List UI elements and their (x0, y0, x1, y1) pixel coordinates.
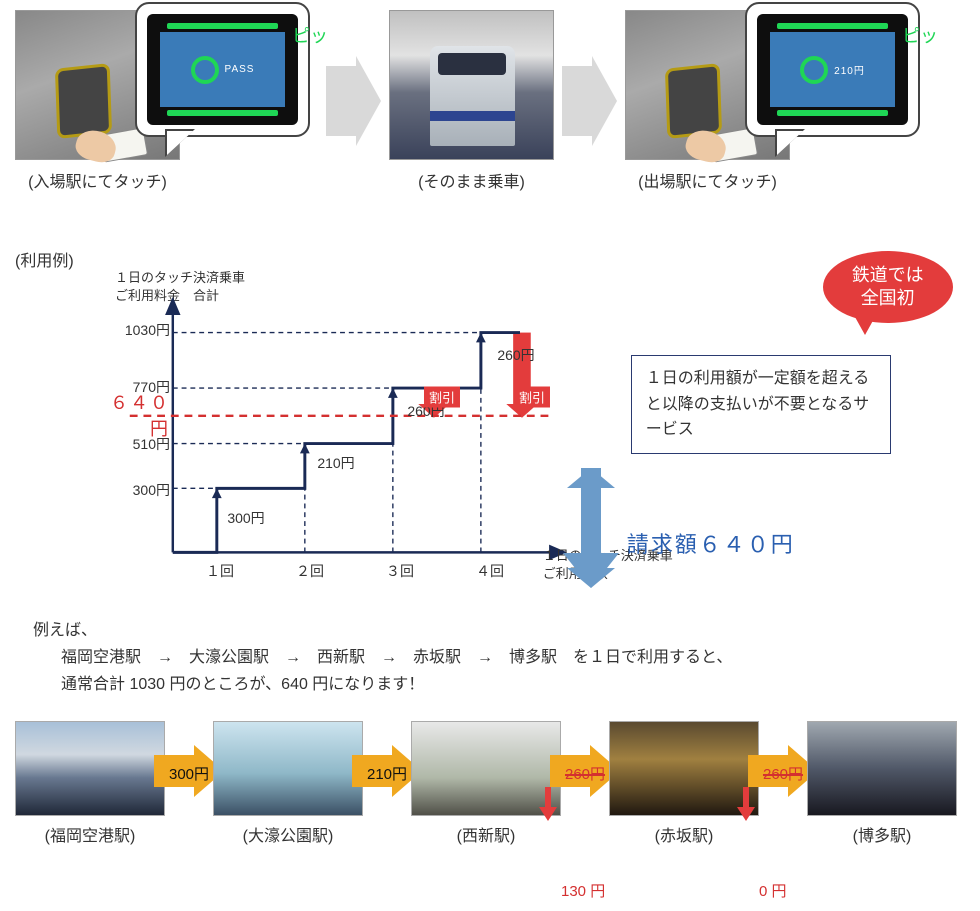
enter-sound-label: ピッ (292, 22, 328, 48)
station-item: (福岡空港駅) (15, 721, 165, 846)
exit-reader-bubble: 210円 ピッ (745, 2, 920, 137)
station-fare-label: 210円 (367, 763, 407, 784)
train-photo (389, 10, 554, 160)
chart-step-value: 300円 (227, 508, 264, 528)
chart-y-tick: 300円 (100, 480, 170, 500)
station-caption: (博多駅) (807, 822, 957, 846)
station-row: (福岡空港駅) 300円 (大濠公園駅) 210円 (西新駅) 260円 130… (15, 721, 965, 901)
station-photo (213, 721, 363, 816)
station-item: (大濠公園駅) (213, 721, 363, 846)
arrow-icon (326, 56, 381, 146)
down-arrow-icon (737, 787, 807, 839)
chart-step-value: 260円 (497, 345, 534, 365)
chart-x-tick: ３回 (386, 561, 414, 581)
example-description: 例えば、 福岡空港駅 → 大濠公園駅 → 西新駅 → 赤坂駅 → 博多駅 を１日… (33, 617, 965, 699)
enter-screen-text: PASS (225, 64, 255, 75)
station-discounted-fare: 0 円 (759, 880, 807, 901)
chart-y-tick: 1030円 (100, 320, 170, 340)
chart-x-tick: ２回 (296, 561, 324, 581)
station-fare-label: 300円 (169, 763, 209, 784)
arrow-icon (562, 56, 617, 146)
station-caption: (福岡空港駅) (15, 822, 165, 846)
station-fare-arrow: 210円 (363, 721, 411, 800)
exit-sound-label: ピッ (902, 22, 938, 48)
step-ride-caption: (そのまま乗車) (389, 168, 554, 192)
step-exit-caption: (出場駅にてタッチ) (625, 168, 790, 192)
station-photo (15, 721, 165, 816)
down-arrow-icon (539, 787, 609, 839)
discount-tag: 割引 (514, 387, 550, 408)
first-in-japan-badge: 鉄道では全国初 (823, 251, 953, 323)
step-enter-caption: (入場駅にてタッチ) (15, 168, 180, 192)
station-fare-arrow: 300円 (165, 721, 213, 800)
service-description-box: １日の利用額が一定額を超えると以降の支払いが不要となるサービス (631, 355, 891, 454)
step-exit: (出場駅にてタッチ) 210円 ピッ (625, 10, 790, 192)
billing-amount-label: 請求額６４０円 (627, 527, 795, 559)
station-fare-label: 260円 (565, 763, 605, 784)
chart-cap-label: ６４０円 (100, 389, 170, 441)
chart-side-panel: 鉄道では全国初 １日の利用額が一定額を超えると以降の支払いが不要となるサービス (623, 275, 965, 588)
chart-x-tick: １回 (206, 561, 234, 581)
step-ride: (そのまま乗車) (389, 10, 554, 192)
station-fare-arrow: 260円 0 円 (759, 721, 807, 901)
station-discounted-fare: 130 円 (561, 880, 609, 901)
discount-tag: 割引 (424, 387, 460, 408)
exit-screen-text: 210円 (834, 62, 865, 77)
chart-step-value: 210円 (317, 453, 354, 473)
usage-steps-row: (入場駅にてタッチ) PASS ピッ (そのまま乗車) (15, 10, 965, 192)
station-fare-arrow: 260円 130 円 (561, 721, 609, 901)
billing-arrow-icon (563, 468, 619, 588)
station-item: (博多駅) (807, 721, 957, 846)
chart-x-tick: ４回 (476, 561, 504, 581)
station-fare-label: 260円 (763, 763, 803, 784)
step-enter: (入場駅にてタッチ) PASS ピッ (15, 10, 180, 192)
station-photo (807, 721, 957, 816)
enter-reader-bubble: PASS ピッ (135, 2, 310, 137)
chart-section-label: (利用例) (15, 247, 965, 271)
station-caption: (大濠公園駅) (213, 822, 363, 846)
fare-step-chart: １日のタッチ決済乗車ご利用料金 合計 300円210円260円割引260円割引3… (75, 275, 623, 595)
